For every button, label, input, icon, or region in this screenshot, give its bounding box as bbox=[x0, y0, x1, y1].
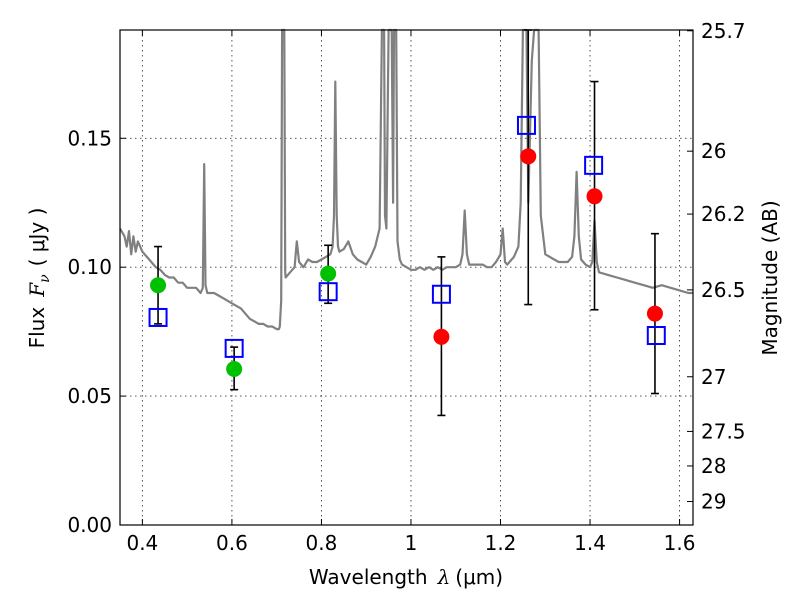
y2-axis-ticks: 25.7 26 26.2 26.5 27 27.5 28 29 bbox=[687, 19, 746, 514]
y-tick-label: 0.00 bbox=[67, 513, 112, 537]
model-photometry-points bbox=[148, 115, 666, 358]
y-tick-label: 0.15 bbox=[67, 126, 112, 150]
x-tick-label: 1 bbox=[405, 531, 418, 555]
x-tick-label: 0.4 bbox=[126, 531, 158, 555]
observed-point bbox=[226, 361, 243, 378]
model-point bbox=[224, 338, 244, 358]
y2-axis-label: Magnitude (AB) bbox=[758, 200, 782, 355]
plot-frame bbox=[119, 29, 694, 526]
observed-point bbox=[150, 277, 167, 294]
y2-tick-label: 27 bbox=[701, 365, 726, 389]
observed-points bbox=[150, 148, 663, 378]
y-tick-label: 0.05 bbox=[67, 384, 112, 408]
y2-tick-label: 25.7 bbox=[701, 19, 746, 43]
y-tick-label: 0.10 bbox=[67, 255, 112, 279]
y-axis-label: FluxFν( μJy ) bbox=[25, 208, 53, 349]
x-tick-label: 1.6 bbox=[664, 531, 696, 555]
y2-tick-label: 26 bbox=[701, 139, 726, 163]
x-tick-label: 1.2 bbox=[485, 531, 517, 555]
y2-tick-label: 26.2 bbox=[701, 202, 746, 226]
x-axis-ticks: 0.4 0.6 0.8 1 1.2 1.4 1.6 bbox=[126, 30, 695, 555]
y2-tick-label: 29 bbox=[701, 490, 726, 514]
y2-tick-label: 26.5 bbox=[701, 278, 746, 302]
model-point bbox=[516, 115, 536, 135]
y2-tick-label: 28 bbox=[701, 454, 726, 478]
x-tick-label: 0.6 bbox=[216, 531, 248, 555]
y2-tick-label: 27.5 bbox=[701, 419, 746, 443]
x-tick-label: 1.4 bbox=[574, 531, 606, 555]
observed-point bbox=[433, 328, 450, 345]
model-point bbox=[431, 284, 451, 304]
x-tick-label: 0.8 bbox=[306, 531, 338, 555]
y-axis-ticks: 0.00 0.05 0.10 0.15 bbox=[67, 126, 126, 537]
x-axis-label: Wavelength λ (μm) bbox=[309, 565, 503, 589]
model-spectrum bbox=[119, 28, 693, 331]
observed-point bbox=[520, 148, 537, 165]
model-point bbox=[584, 155, 604, 175]
spectrum-line bbox=[119, 28, 693, 331]
model-point bbox=[148, 307, 168, 327]
observed-point bbox=[320, 265, 337, 282]
model-point bbox=[318, 282, 338, 302]
observed-point bbox=[646, 305, 663, 322]
observed-point bbox=[586, 188, 603, 205]
model-point bbox=[646, 326, 666, 346]
